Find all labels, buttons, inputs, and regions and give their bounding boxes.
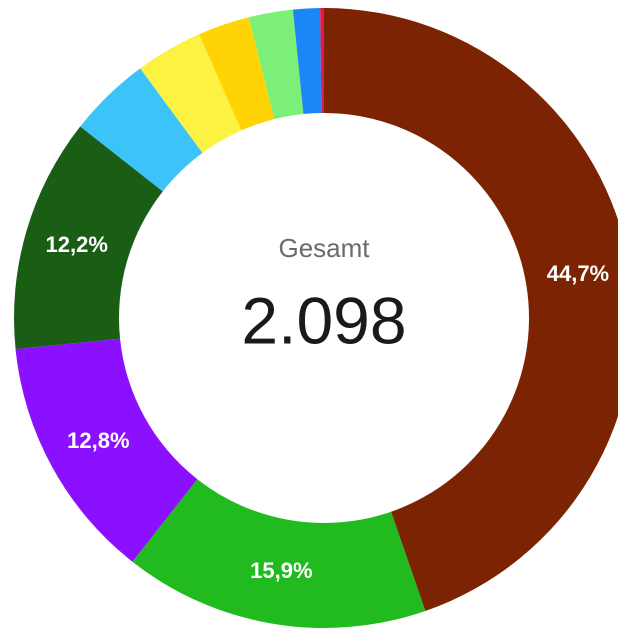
donut-segment [14, 126, 163, 350]
value-label: 44,7% [547, 261, 609, 286]
center-title: Gesamt [278, 233, 370, 263]
value-label: 12,2% [46, 232, 108, 257]
donut-segment [292, 8, 322, 115]
donut-segment [248, 9, 304, 120]
donut-segment [15, 338, 198, 562]
donut-segment [132, 479, 426, 628]
donut-segment [80, 68, 203, 192]
donut-segment [199, 17, 275, 131]
donut-segment [324, 8, 618, 611]
donut-segment [320, 8, 324, 114]
donut-segment [140, 34, 242, 153]
value-label: 15,9% [250, 558, 312, 583]
center-total: 2.098 [241, 283, 406, 357]
value-label: 12,8% [67, 428, 129, 453]
